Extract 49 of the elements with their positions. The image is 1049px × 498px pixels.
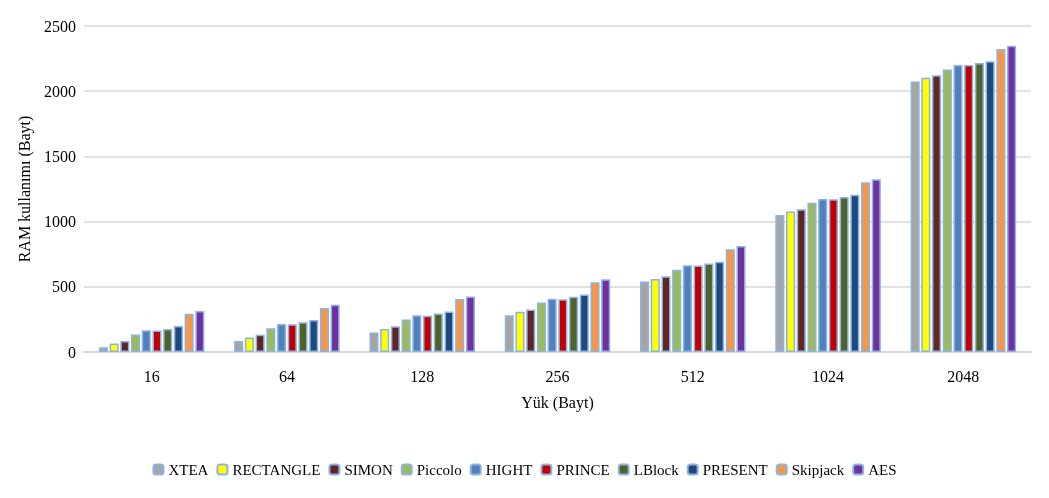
legend-label: Skipjack [791, 461, 845, 478]
bar [828, 199, 838, 352]
bar [861, 182, 871, 352]
bar [536, 302, 546, 352]
bar [682, 265, 692, 352]
bar [319, 308, 329, 352]
x-tick-label: 16 [143, 367, 160, 385]
legend-label: RECTANGLE [232, 461, 321, 478]
legend-label: PRESENT [702, 461, 768, 478]
bar [173, 325, 183, 352]
bar [775, 215, 785, 352]
x-tick-label: 512 [680, 367, 705, 385]
y-tick-label: 2000 [44, 82, 76, 100]
bar [98, 347, 108, 352]
y-tick-label: 500 [52, 278, 76, 296]
legend-label: LBlock [633, 461, 680, 478]
bar [330, 304, 340, 352]
bar [640, 281, 650, 352]
x-axis-title: Yük (Bayt) [521, 393, 594, 412]
y-tick-label: 2500 [44, 17, 76, 35]
x-tick-label: 2048 [947, 367, 980, 385]
bar [465, 296, 475, 352]
legend-label: HIGHT [485, 461, 533, 478]
legend-label: XTEA [168, 461, 209, 478]
bar [244, 337, 254, 352]
y-axis-title: RAM kullanımı (Bayt) [15, 115, 34, 263]
legend-label: Piccolo [416, 461, 462, 478]
bar [974, 63, 984, 352]
bar [390, 326, 400, 352]
bar [932, 75, 942, 352]
x-tick-label: 256 [545, 367, 570, 385]
legend-label: PRINCE [556, 461, 610, 478]
bar [131, 334, 141, 352]
x-tick-label: 64 [278, 367, 295, 385]
bar [786, 211, 796, 352]
x-tick-label: 128 [410, 367, 435, 385]
bar [1007, 45, 1017, 352]
y-tick-label: 0 [68, 343, 76, 361]
legend-label: SIMON [344, 461, 393, 478]
bar [569, 296, 579, 352]
bar [715, 261, 725, 352]
x-tick-label: 1024 [812, 367, 845, 385]
y-tick-label: 1000 [44, 213, 76, 231]
legend-label: AES [868, 461, 897, 478]
bar [423, 315, 433, 352]
y-tick-label: 1500 [44, 147, 76, 165]
bar [871, 179, 881, 352]
bar [277, 324, 287, 352]
bar [234, 341, 244, 352]
